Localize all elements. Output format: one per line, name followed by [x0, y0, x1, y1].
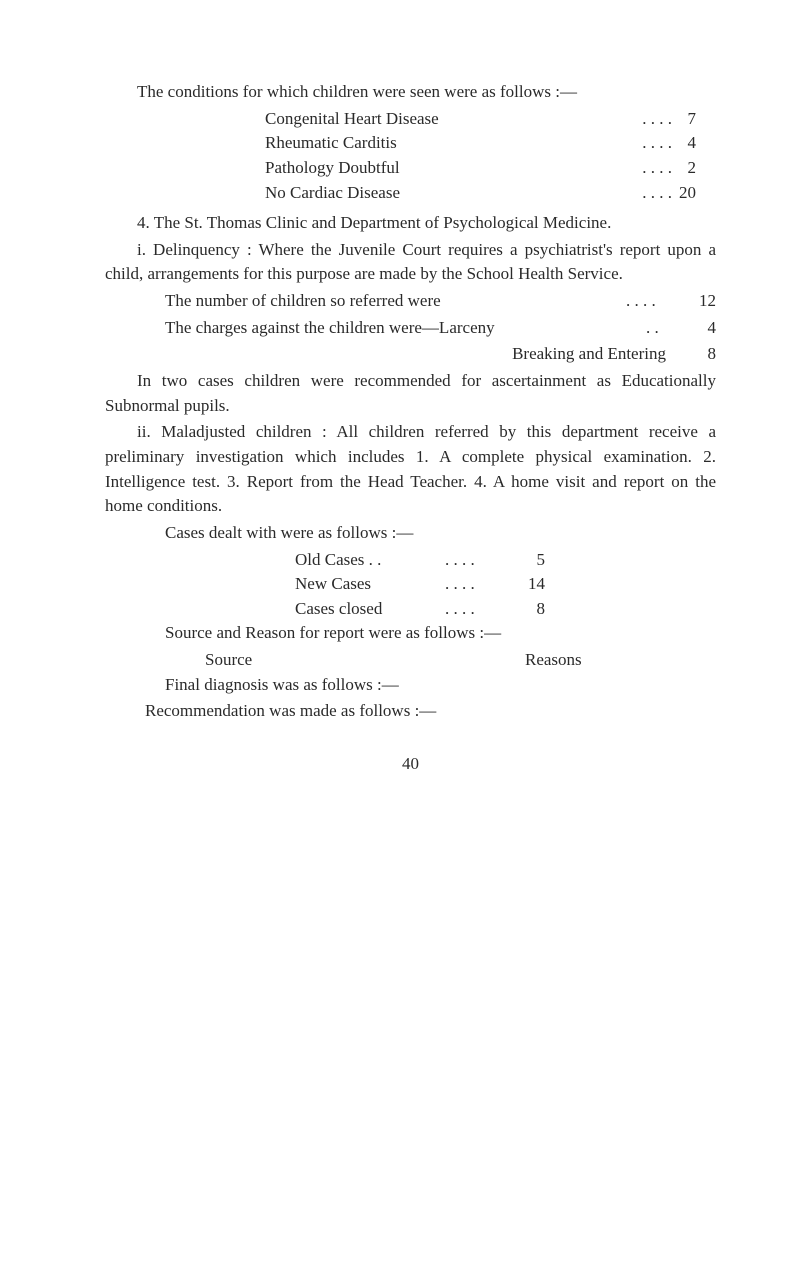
referred-value: 12	[686, 289, 716, 314]
condition-label: Rheumatic Carditis	[265, 131, 638, 156]
dots: . . . .	[642, 131, 672, 156]
case-label: Cases closed	[295, 597, 445, 622]
charges-row: The charges against the children were—La…	[105, 316, 716, 341]
breaking-row: Breaking and Entering 8	[105, 342, 716, 367]
source-reason-header: Source Reasons	[105, 648, 716, 673]
dots: . . . .	[642, 107, 672, 132]
table-row: Cases closed. . . .8	[105, 597, 716, 622]
table-row: New Cases. . . .14	[105, 572, 716, 597]
conditions-table: Congenital Heart Disease. . . .7Rheumati…	[105, 107, 716, 206]
table-row: No Cardiac Disease. . . .20	[105, 181, 716, 206]
condition-value: 2	[676, 156, 716, 181]
dots: . . . .	[445, 548, 505, 573]
table-row: Pathology Doubtful. . . .2	[105, 156, 716, 181]
page-number: 40	[105, 752, 716, 777]
condition-value: 20	[676, 181, 716, 206]
charges-value: 4	[686, 316, 716, 341]
dots: . . . .	[445, 597, 505, 622]
source-reason-intro: Source and Reason for report were as fol…	[105, 621, 716, 646]
condition-value: 4	[676, 131, 716, 156]
charges-dots: . .	[646, 316, 686, 341]
breaking-label: Breaking and Entering	[105, 342, 686, 367]
case-value: 14	[505, 572, 545, 597]
condition-label: Pathology Doubtful	[265, 156, 638, 181]
dots: . . . .	[642, 181, 672, 206]
case-value: 8	[505, 597, 545, 622]
intro-paragraph: The conditions for which children were s…	[105, 80, 716, 105]
referred-label: The number of children so referred were	[165, 289, 626, 314]
cases-dealt-line: Cases dealt with were as follows :—	[105, 521, 716, 546]
item-4-heading: 4. The St. Thomas Clinic and Department …	[105, 211, 716, 236]
two-cases-paragraph: In two cases children were recommended f…	[105, 369, 716, 418]
case-label: Old Cases . .	[295, 548, 445, 573]
referred-dots: . . . .	[626, 289, 686, 314]
item-4-i: i. Delinquency : Where the Juvenile Cour…	[105, 238, 716, 287]
recommendation-intro: Recommendation was made as follows :—	[105, 699, 716, 724]
breaking-value: 8	[686, 342, 716, 367]
dots: . . . .	[642, 156, 672, 181]
condition-label: No Cardiac Disease	[265, 181, 638, 206]
final-diag-intro: Final diagnosis was as follows :—	[105, 673, 716, 698]
table-row: Old Cases . .. . . .5	[105, 548, 716, 573]
reasons-header: Reasons	[405, 648, 582, 673]
item-4-ii: ii. Maladjusted children : All children …	[105, 420, 716, 519]
condition-value: 7	[676, 107, 716, 132]
dots: . . . .	[445, 572, 505, 597]
referred-row: The number of children so referred were …	[105, 289, 716, 314]
charges-label: The charges against the children were—La…	[165, 316, 646, 341]
table-row: Rheumatic Carditis. . . .4	[105, 131, 716, 156]
source-header: Source	[205, 648, 405, 673]
case-label: New Cases	[295, 572, 445, 597]
condition-label: Congenital Heart Disease	[265, 107, 638, 132]
case-value: 5	[505, 548, 545, 573]
table-row: Congenital Heart Disease. . . .7	[105, 107, 716, 132]
case-rows-table: Old Cases . .. . . .5New Cases. . . .14C…	[105, 548, 716, 622]
